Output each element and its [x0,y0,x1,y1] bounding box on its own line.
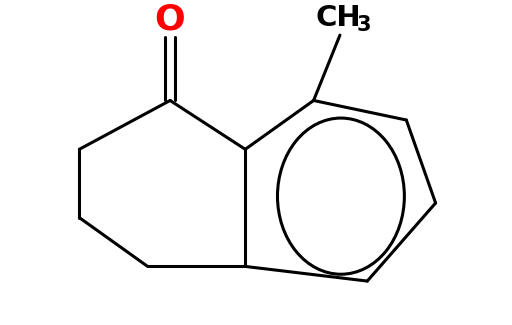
Text: O: O [155,3,185,36]
Text: 3: 3 [356,15,371,35]
Text: CH: CH [315,4,361,32]
